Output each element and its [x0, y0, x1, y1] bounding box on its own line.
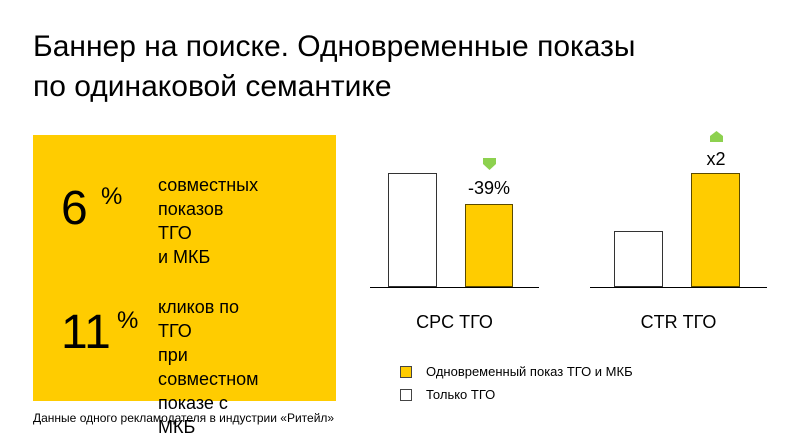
change-label: -39% [467, 178, 511, 198]
bar-only-tgo [614, 231, 663, 287]
footnote: Данные одного рекламодателя в индустрии … [33, 411, 335, 425]
bar-joint-tgo-mkb [691, 173, 740, 287]
title-line-2: по одинаковой семантике [33, 70, 392, 103]
axis-label: CPC ТГО [416, 312, 493, 332]
chart-baseline [590, 287, 767, 288]
title-line-1: Баннер на поиске. Одновременные показы [33, 30, 636, 63]
axis-label: CTR ТГО [640, 312, 717, 332]
legend-item-only-tgo: Только ТГО [400, 383, 633, 406]
chart-baseline [370, 287, 539, 288]
legend-item-joint: Одновременный показ ТГО и МКБ [400, 360, 633, 383]
legend-swatch-yellow [400, 365, 412, 378]
legend: Одновременный показ ТГО и МКБ Только ТГО [400, 360, 633, 406]
up-arrow-icon [710, 131, 723, 142]
change-label: x2 [706, 149, 726, 169]
legend-label: Одновременный показ ТГО и МКБ [426, 363, 633, 379]
legend-label: Только ТГО [426, 386, 496, 402]
bar-only-tgo [388, 173, 437, 287]
stat-unit: % [117, 307, 139, 334]
page-title: Баннер на поиске. Одновременные показы п… [33, 27, 635, 107]
stats-panel: 6 % совместных показов ТГО и МКБ 11 % кл… [33, 135, 336, 437]
stat-unit: % [101, 183, 123, 210]
down-arrow-icon [483, 158, 496, 170]
bar-joint-tgo-mkb [465, 204, 513, 287]
stat-number: 11 [61, 306, 111, 359]
legend-swatch-white [400, 388, 412, 401]
stat-number: 6 [61, 182, 88, 235]
stat-description: совместных показов ТГО и МКБ [158, 175, 259, 267]
stat-description: кликов по ТГО при совместном показе с МК… [158, 297, 259, 437]
